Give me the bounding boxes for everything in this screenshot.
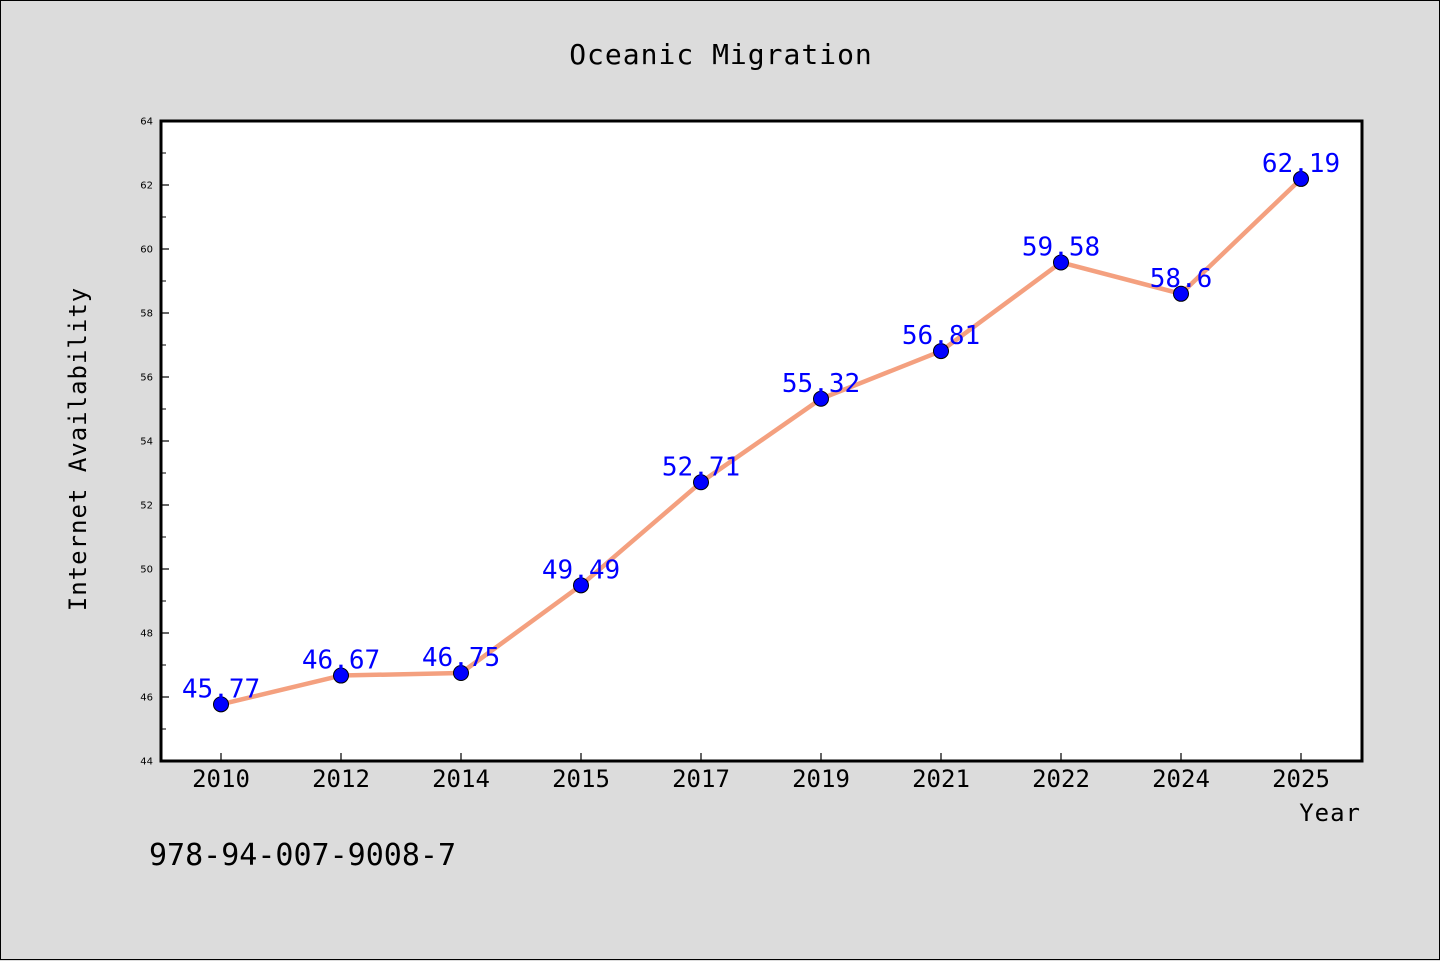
x-tick-label: 2014 — [432, 765, 490, 793]
data-point — [1053, 254, 1069, 271]
chart-title: Oceanic Migration — [569, 38, 873, 71]
x-tick-label: 2012 — [312, 765, 370, 793]
data-point — [1173, 285, 1189, 302]
data-label: 46.67 — [302, 646, 380, 676]
x-tick-label: 2021 — [912, 765, 970, 793]
x-tick-label: 2025 — [1272, 765, 1330, 793]
data-label: 45.77 — [182, 674, 260, 704]
x-tick-label: 2010 — [192, 765, 250, 793]
x-tick-label: 2024 — [1152, 765, 1210, 793]
y-tick-label: 52 — [140, 501, 153, 512]
data-point — [213, 696, 229, 713]
y-tick-label: 44 — [140, 757, 153, 768]
data-point — [1293, 170, 1309, 187]
y-tick-label: 54 — [140, 437, 153, 448]
y-tick-label: 46 — [140, 693, 153, 704]
x-axis: 2010 2012 2014 2015 2017 2019 2021 2022 2024 2025 — [192, 753, 1330, 793]
data-label: 56.81 — [902, 321, 980, 351]
series-group: 45.77 46.67 46.75 49.49 52.71 55.32 56.81 59.58… — [182, 149, 1340, 713]
y-tick-label: 48 — [140, 629, 153, 640]
y-tick-label: 60 — [140, 245, 153, 256]
footnote-isbn: 978-94-007-9008-7 — [149, 838, 456, 873]
data-point — [333, 667, 349, 684]
data-point — [693, 474, 709, 491]
y-tick-label: 64 — [140, 117, 153, 128]
x-tick-label: 2017 — [672, 765, 730, 793]
x-axis-label: Year — [1299, 799, 1361, 827]
y-tick-label: 58 — [140, 309, 153, 320]
data-point — [813, 390, 829, 407]
x-tick-label: 2022 — [1032, 765, 1090, 793]
data-label: 62.19 — [1262, 149, 1340, 179]
x-tick-label: 2015 — [552, 765, 610, 793]
data-point — [573, 577, 589, 594]
data-label: 52.71 — [662, 452, 740, 482]
data-label: 59.58 — [1022, 232, 1100, 262]
data-label: 46.75 — [422, 643, 500, 673]
series-line — [218, 176, 1304, 707]
data-point — [453, 665, 469, 681]
data-point — [933, 343, 949, 360]
data-label: 49.49 — [542, 555, 620, 585]
data-label: 55.32 — [782, 369, 860, 399]
y-tick-label: 56 — [140, 373, 153, 384]
x-tick-label: 2019 — [792, 765, 850, 793]
y-tick-label: 50 — [140, 565, 153, 576]
data-label: 58.6 — [1150, 264, 1213, 294]
y-axis: 44 46 48 50 52 54 56 58 60 62 64 — [140, 117, 169, 768]
y-tick-label: 62 — [140, 181, 153, 192]
y-axis-label: Internet Availability — [64, 287, 92, 611]
